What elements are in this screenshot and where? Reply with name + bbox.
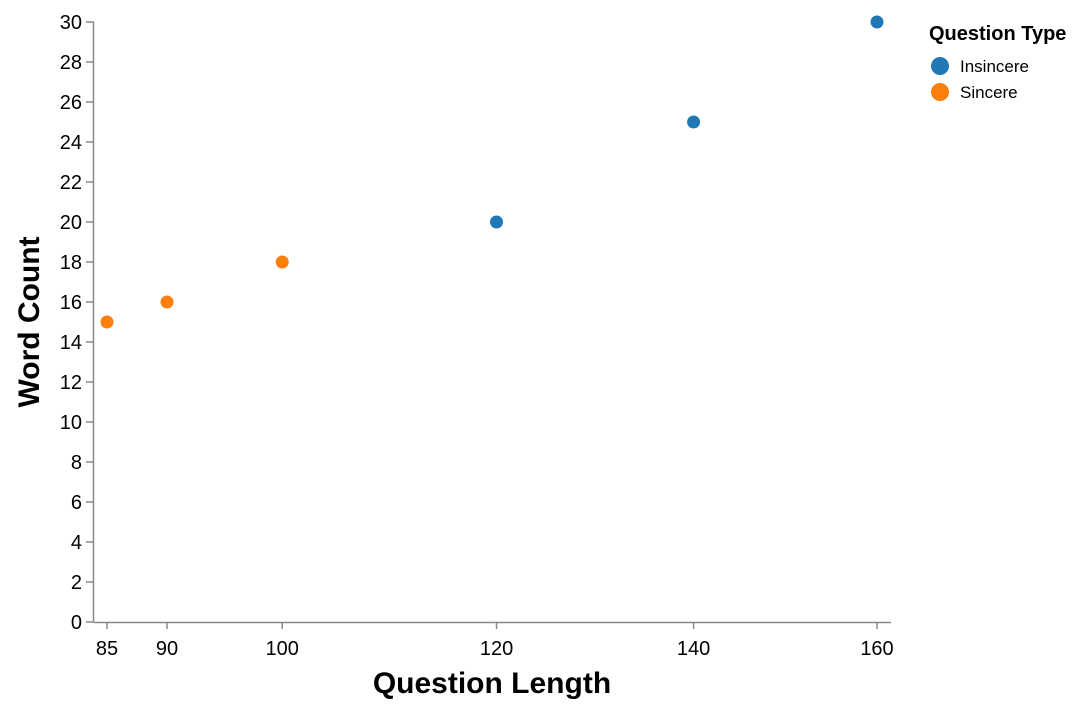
y-tick-label: 18 [60,252,82,274]
x-tick-label: 160 [860,638,893,660]
data-point-sincere [100,315,114,329]
data-point-insincere [687,115,701,129]
y-tick-label: 28 [60,52,82,74]
legend-title: Question Type [929,23,1066,45]
y-axis-title: Word Count [13,236,46,407]
data-point-sincere [160,295,174,309]
x-tick-label: 90 [156,638,178,660]
y-tick-label: 16 [60,292,82,314]
x-tick-label: 140 [677,638,710,660]
y-tick-label: 4 [71,532,82,554]
y-tick-label: 10 [60,412,82,434]
legend-label-insincere: Insincere [960,57,1029,76]
y-tick-label: 30 [60,12,82,34]
y-tick-label: 22 [60,172,82,194]
data-points [100,15,884,329]
data-point-insincere [490,215,504,229]
legend-symbol-insincere [931,57,949,75]
y-tick-label: 24 [60,132,82,154]
x-tick-label: 100 [266,638,299,660]
data-point-insincere [870,15,884,29]
data-point-sincere [275,255,289,269]
y-tick-label: 26 [60,92,82,114]
y-tick-label: 20 [60,212,82,234]
y-tick-label: 2 [71,572,82,594]
legend: Question Type Insincere Sincere [929,23,1066,102]
y-tick-label: 12 [60,372,82,394]
y-tick-label: 0 [71,612,82,634]
x-axis: 85 90 100 120 140 160 [94,621,894,660]
x-tick-label: 120 [480,638,513,660]
y-tick-label: 14 [60,332,82,354]
legend-symbol-sincere [931,83,949,101]
legend-label-sincere: Sincere [960,83,1018,102]
y-tick-label: 6 [71,492,82,514]
x-tick-label: 85 [96,638,118,660]
y-tick-label: 8 [71,452,82,474]
x-axis-title: Question Length [373,667,611,700]
